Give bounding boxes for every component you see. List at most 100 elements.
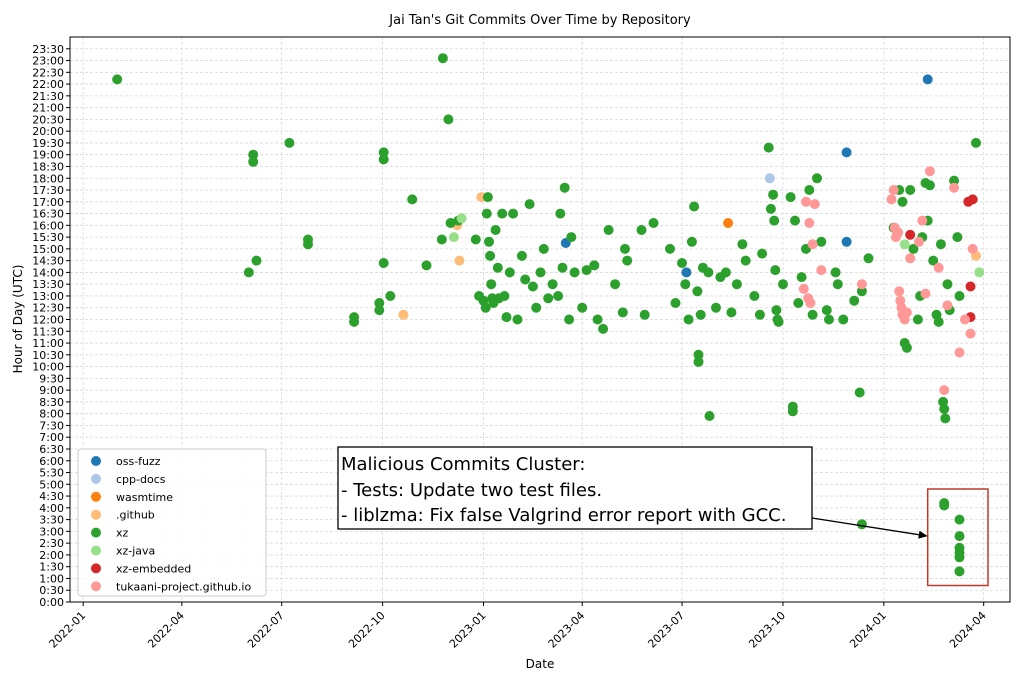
annotation-arrowhead: [918, 530, 928, 539]
y-tick-label: 10:30: [32, 349, 64, 362]
y-tick-label: 3:30: [39, 514, 64, 527]
data-point: [914, 236, 924, 247]
data-point: [888, 185, 899, 195]
data-point: [693, 349, 704, 360]
data-point: [942, 279, 953, 290]
data-point: [905, 229, 916, 240]
y-tick-label: 8:00: [39, 408, 64, 421]
data-point: [731, 279, 742, 290]
malicious-cluster-box: [926, 488, 989, 587]
y-tick-label: 19:30: [32, 137, 64, 150]
data-point: [486, 279, 497, 290]
data-point: [965, 281, 976, 292]
data-point: [899, 239, 910, 250]
data-point: [939, 404, 950, 414]
data-point: [920, 288, 931, 299]
data-point: [243, 267, 254, 278]
data-point: [952, 232, 963, 243]
data-point: [723, 218, 734, 228]
data-point: [689, 201, 700, 212]
data-point: [801, 196, 811, 207]
data-point: [610, 279, 621, 290]
data-point: [677, 258, 687, 268]
data-point: [711, 302, 721, 313]
legend-marker: [91, 491, 101, 502]
data-point: [398, 309, 409, 320]
data-point: [807, 239, 818, 250]
data-point: [809, 199, 820, 210]
y-tick-label: 4:30: [39, 490, 64, 503]
data-point: [764, 173, 775, 184]
y-tick-label: 11:30: [32, 325, 64, 338]
data-point: [695, 309, 706, 320]
data-point: [901, 307, 912, 318]
data-point: [693, 356, 704, 367]
data-point: [559, 182, 570, 193]
data-point: [683, 314, 694, 325]
y-tick-label: 14:00: [32, 266, 64, 279]
y-tick-label: 17:00: [32, 196, 64, 209]
data-point: [557, 262, 568, 273]
data-point: [940, 413, 951, 424]
data-point: [939, 500, 950, 511]
legend-label: xz-embedded: [116, 562, 191, 575]
data-point: [531, 302, 542, 313]
y-tick-label: 9:30: [39, 372, 64, 385]
x-axis-title: Date: [526, 657, 555, 671]
annotation-title: Malicious Commits Cluster:: [341, 454, 585, 475]
data-point: [720, 267, 731, 278]
data-point: [378, 258, 389, 268]
data-point: [499, 291, 510, 301]
data-point: [592, 314, 603, 325]
annotation: Malicious Commits Cluster: - Tests: Upda…: [337, 446, 989, 587]
data-point: [897, 196, 908, 207]
data-point: [553, 291, 564, 301]
y-tick-label: 2:30: [39, 537, 64, 550]
data-point: [686, 236, 697, 247]
data-point: [622, 255, 633, 266]
data-point: [954, 347, 965, 358]
chart-title: Jai Tan's Git Commits Over Time by Repos…: [388, 13, 691, 28]
data-point: [765, 203, 776, 214]
data-point: [543, 293, 554, 304]
y-tick-label: 22:30: [32, 66, 64, 79]
y-tick-label: 4:00: [39, 502, 64, 515]
data-point: [856, 279, 867, 290]
legend-marker: [91, 545, 101, 556]
y-tick-label: 13:00: [32, 290, 64, 303]
data-point: [749, 291, 760, 301]
data-point: [538, 243, 549, 254]
data-point: [886, 194, 897, 205]
data-point: [754, 309, 765, 320]
data-point: [481, 208, 492, 219]
data-point: [581, 265, 592, 276]
data-point: [456, 213, 467, 224]
data-point: [378, 147, 389, 158]
data-point: [448, 232, 459, 243]
legend-marker: [91, 581, 101, 592]
data-point: [773, 316, 784, 327]
data-point: [939, 385, 950, 396]
data-point: [374, 305, 385, 316]
series-xz-embedded: [905, 194, 978, 323]
plot-frame: [69, 36, 1011, 603]
y-tick-label: 20:30: [32, 113, 64, 126]
y-tick-label: 6:30: [39, 443, 64, 456]
data-point: [726, 307, 737, 318]
data-point: [636, 225, 647, 235]
legend-label: cpp-docs: [116, 473, 166, 486]
data-point: [901, 342, 912, 353]
data-point: [639, 309, 650, 320]
y-tick-label: 15:00: [32, 243, 64, 256]
data-point: [954, 531, 965, 542]
data-point: [894, 286, 905, 297]
data-point: [821, 305, 832, 316]
data-point: [349, 316, 360, 327]
y-tick-label: 23:00: [32, 55, 64, 68]
annotation-line-2: - liblzma: Fix false Valgrind error repo…: [341, 505, 786, 526]
data-point: [527, 281, 538, 292]
data-point: [520, 274, 531, 285]
data-point: [524, 199, 535, 210]
data-point: [971, 137, 981, 148]
